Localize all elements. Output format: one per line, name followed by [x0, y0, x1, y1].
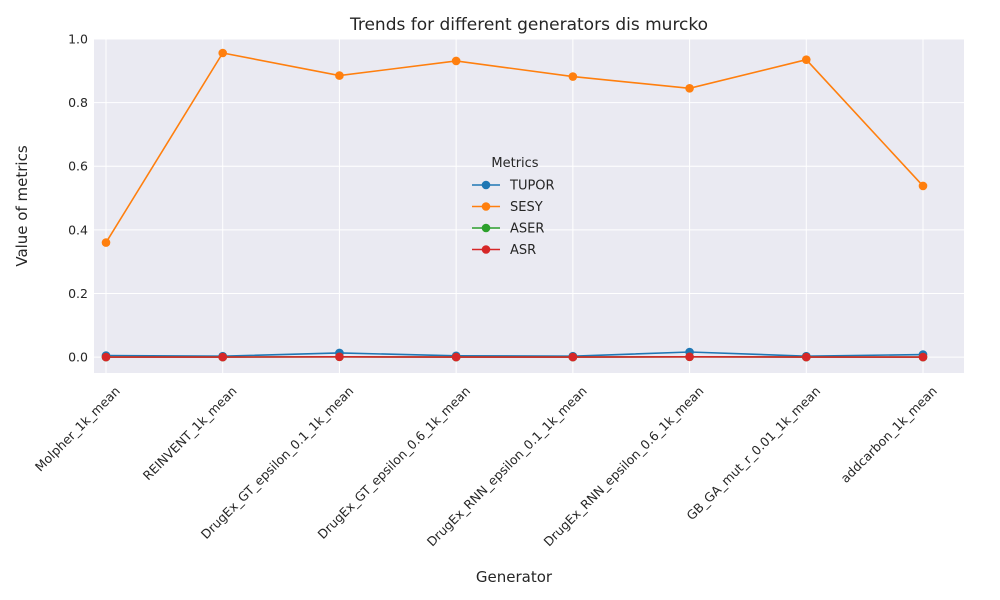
series-layer — [101, 48, 928, 362]
data-point — [685, 352, 694, 362]
x-tick-label: addcarbon_1k_mean — [837, 383, 939, 485]
x-tick-label: Molpher_1k_mean — [32, 383, 123, 474]
legend-item-aser: ASER — [472, 222, 544, 237]
legend-label: SESY — [510, 200, 543, 215]
data-point — [101, 352, 111, 362]
y-tick-label: 0.0 — [68, 350, 88, 365]
data-point — [218, 48, 228, 58]
legend-swatch-marker — [481, 245, 491, 254]
x-tick-label: REINVENT_1k_mean — [140, 383, 240, 483]
data-point — [801, 352, 811, 362]
legend-label: ASER — [510, 222, 544, 237]
data-point — [451, 56, 461, 66]
data-point — [568, 72, 578, 81]
grid-lines — [94, 38, 964, 373]
data-point — [335, 352, 344, 362]
legend-swatch-marker — [481, 223, 491, 233]
y-tick-label: 0.8 — [68, 95, 88, 110]
y-tick-labels: 0.0 0.2 0.4 0.6 0.8 1.0 — [68, 32, 88, 365]
data-point — [568, 352, 578, 362]
series-sesy — [101, 48, 928, 247]
legend-label: ASR — [510, 243, 536, 258]
data-point — [685, 84, 694, 93]
series-line — [105, 52, 924, 244]
legend-title: Metrics — [491, 156, 538, 171]
y-tick-label: 1.0 — [68, 32, 88, 47]
data-point — [918, 352, 928, 362]
y-tick-label: 0.4 — [68, 222, 88, 237]
y-tick-label: 0.6 — [68, 159, 88, 174]
y-tick-label: 0.2 — [68, 286, 88, 301]
chart-title: Trends for different generators dis murc… — [349, 15, 708, 35]
series-line — [105, 351, 924, 357]
data-point — [101, 238, 111, 247]
x-tick-labels: Molpher_1k_mean REINVENT_1k_meanDrugEx_GT… — [32, 383, 940, 549]
plot-area — [94, 39, 964, 373]
legend-item-sesy: SESY — [472, 200, 543, 215]
legend-label: TUPOR — [509, 179, 555, 194]
x-axis-title: Generator — [476, 568, 553, 586]
data-point — [801, 55, 811, 64]
data-point — [918, 181, 928, 191]
data-point — [335, 71, 344, 80]
data-point — [451, 352, 461, 362]
y-axis-title: Value of metrics — [13, 145, 31, 266]
legend-swatch-marker — [481, 202, 491, 211]
legend: Metrics TUPOR SESY ASER ASR — [472, 156, 555, 258]
legend-swatch-marker — [481, 180, 491, 190]
series-asr — [101, 352, 928, 362]
legend-item-tupor: TUPOR — [472, 179, 555, 194]
x-tick-label: GB_GA_mut_r_0.01_1k_mean — [683, 383, 823, 523]
legend-item-asr: ASR — [472, 243, 536, 258]
data-point — [218, 352, 228, 362]
